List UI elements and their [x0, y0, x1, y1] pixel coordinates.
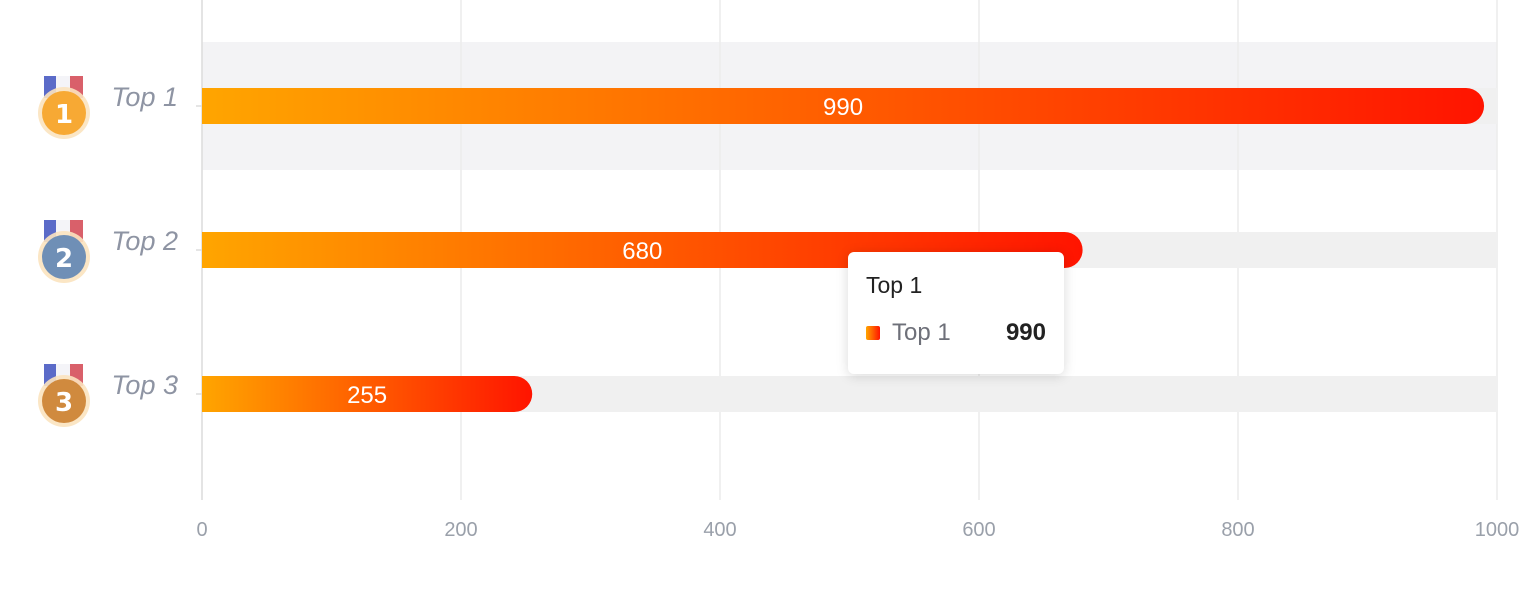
- medal-number: 1: [55, 100, 73, 130]
- bar-value-label: 255: [347, 382, 387, 409]
- medal-icon: 3: [38, 364, 90, 427]
- category-label: Top 1: [111, 82, 178, 112]
- chart-tooltip: Top 1 Top 1 990: [848, 252, 1064, 374]
- x-tick-label: 600: [962, 519, 995, 541]
- tooltip-title: Top 1: [866, 272, 923, 298]
- bar[interactable]: [202, 88, 1485, 124]
- x-tick-label: 0: [196, 519, 207, 541]
- bar-value-label: 990: [823, 94, 863, 121]
- tooltip-series-name: Top 1: [892, 319, 951, 346]
- bar[interactable]: [202, 376, 533, 412]
- tooltip-value: 990: [1005, 319, 1046, 346]
- x-tick-label: 1000: [1475, 519, 1520, 541]
- medal-icon: 2: [38, 220, 90, 283]
- tooltip-series-marker: [866, 326, 880, 340]
- medal-icon: 1: [38, 76, 90, 139]
- category-label: Top 2: [111, 226, 178, 256]
- tooltip-row: Top 1 990: [866, 319, 1046, 347]
- bar-value-label: 680: [622, 238, 662, 265]
- medal-number: 3: [55, 388, 73, 418]
- category-label: Top 3: [111, 370, 178, 400]
- medal-number: 2: [55, 244, 73, 274]
- x-tick-label: 400: [703, 519, 736, 541]
- x-tick-label: 200: [444, 519, 477, 541]
- x-tick-label: 800: [1221, 519, 1254, 541]
